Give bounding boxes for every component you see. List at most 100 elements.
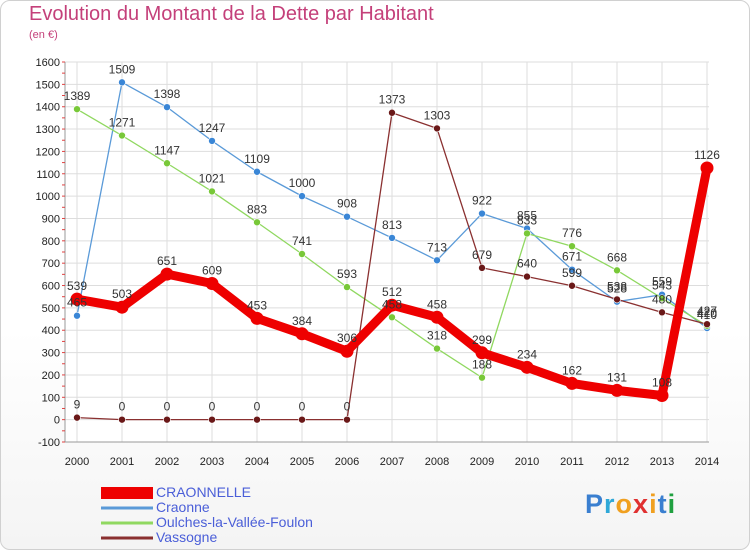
legend-swatch-vassogne bbox=[101, 536, 153, 540]
data-point-craonne bbox=[298, 192, 306, 200]
data-label-craonnelle: 651 bbox=[157, 254, 177, 268]
data-point-craonne bbox=[73, 311, 81, 320]
data-point-craonnelle bbox=[700, 161, 714, 175]
data-point-vassogne bbox=[118, 415, 126, 424]
data-label-craonnelle: 609 bbox=[202, 264, 222, 278]
data-point-vassogne bbox=[208, 415, 216, 424]
data-label-craonne: 1247 bbox=[199, 121, 226, 135]
data-point-craonnelle bbox=[385, 298, 399, 312]
data-point-craonne bbox=[253, 167, 261, 176]
y-tick-label: 400 bbox=[42, 325, 60, 337]
y-tick-label: 100 bbox=[42, 392, 60, 404]
y-tick-label: 1500 bbox=[36, 79, 60, 91]
data-point-craonnelle bbox=[655, 389, 669, 403]
x-tick-label: 2003 bbox=[200, 456, 224, 468]
data-point-craonnelle bbox=[430, 310, 444, 324]
legend-label-vassogne: Vassogne bbox=[156, 529, 218, 545]
data-label-craonnelle: 453 bbox=[247, 298, 267, 312]
y-tick-label: 1200 bbox=[36, 146, 60, 158]
data-point-oulches-la-vall-e-foulon bbox=[298, 250, 306, 258]
data-label-craonnelle: 131 bbox=[607, 370, 627, 384]
y-tick-label: 1400 bbox=[36, 102, 60, 114]
data-point-oulches-la-vall-e-foulon bbox=[343, 283, 351, 291]
y-tick-label: 1100 bbox=[36, 169, 60, 181]
data-point-oulches-la-vall-e-foulon bbox=[433, 344, 441, 353]
logo-letter: i bbox=[667, 489, 677, 519]
data-label-vassogne: 0 bbox=[209, 400, 216, 414]
chart-unit: (en €) bbox=[29, 29, 58, 41]
data-point-craonne bbox=[478, 209, 486, 218]
data-label-craonnelle: 108 bbox=[652, 376, 672, 390]
data-point-oulches-la-vall-e-foulon bbox=[388, 313, 396, 322]
data-point-vassogne bbox=[478, 264, 486, 272]
data-point-oulches-la-vall-e-foulon bbox=[523, 229, 531, 238]
data-label-craonne: 855 bbox=[517, 209, 537, 223]
data-label-vassogne: 640 bbox=[517, 257, 537, 271]
data-point-craonnelle bbox=[520, 360, 534, 374]
data-label-vassogne: 0 bbox=[164, 400, 171, 414]
legend-label-craonne: Craonne bbox=[156, 499, 210, 515]
x-tick-label: 2004 bbox=[245, 456, 269, 468]
data-label-craonne: 1000 bbox=[289, 176, 316, 190]
data-label-vassogne: 0 bbox=[254, 400, 261, 414]
data-point-oulches-la-vall-e-foulon bbox=[658, 294, 666, 303]
data-label-oulches-la-vall-e-foulon: 741 bbox=[292, 234, 312, 248]
data-label-vassogne: 0 bbox=[299, 400, 306, 414]
y-tick-label: 800 bbox=[42, 236, 60, 248]
data-label-craonne: 813 bbox=[382, 218, 402, 232]
data-label-oulches-la-vall-e-foulon: 420 bbox=[697, 306, 717, 320]
data-label-craonnelle: 384 bbox=[292, 314, 312, 328]
x-tick-label: 2011 bbox=[560, 456, 584, 468]
data-label-vassogne: 538 bbox=[607, 279, 627, 293]
data-label-vassogne: 427 bbox=[697, 304, 717, 318]
data-point-oulches-la-vall-e-foulon bbox=[118, 131, 126, 140]
data-label-craonnelle: 458 bbox=[427, 297, 447, 311]
data-point-craonnelle bbox=[295, 327, 309, 341]
y-tick-label: 1300 bbox=[36, 124, 60, 136]
data-point-vassogne bbox=[253, 415, 261, 424]
data-label-craonne: 671 bbox=[562, 250, 582, 264]
x-tick-label: 2002 bbox=[155, 456, 179, 468]
data-label-craonnelle: 503 bbox=[112, 287, 132, 301]
data-point-craonnelle bbox=[565, 376, 579, 390]
data-label-craonne: 908 bbox=[337, 197, 357, 211]
data-label-oulches-la-vall-e-foulon: 1271 bbox=[109, 116, 136, 130]
data-label-craonnelle: 234 bbox=[517, 347, 537, 361]
data-label-vassogne: 0 bbox=[344, 400, 351, 414]
data-label-vassogne: 1303 bbox=[424, 108, 451, 122]
data-label-oulches-la-vall-e-foulon: 188 bbox=[472, 358, 492, 372]
data-point-vassogne bbox=[433, 124, 441, 133]
data-point-vassogne bbox=[568, 281, 576, 290]
y-tick-label: 0 bbox=[54, 415, 60, 427]
logo-letter: r bbox=[604, 489, 616, 519]
data-point-craonnelle bbox=[160, 267, 174, 281]
logo-letter: i bbox=[649, 489, 658, 519]
data-label-craonne: 528 bbox=[607, 282, 627, 296]
data-point-craonnelle bbox=[115, 300, 129, 314]
data-label-craonnelle: 512 bbox=[382, 285, 402, 299]
logo-letter: P bbox=[585, 489, 605, 519]
data-point-vassogne bbox=[658, 308, 666, 317]
y-tick-label: -100 bbox=[38, 437, 60, 449]
data-point-craonnelle bbox=[475, 346, 489, 360]
data-label-craonnelle: 299 bbox=[472, 333, 492, 347]
data-label-vassogne: 1373 bbox=[379, 93, 406, 107]
y-tick-label: 600 bbox=[42, 281, 60, 293]
data-point-oulches-la-vall-e-foulon bbox=[568, 242, 576, 250]
data-point-vassogne bbox=[388, 108, 396, 117]
data-label-oulches-la-vall-e-foulon: 593 bbox=[337, 267, 357, 281]
data-point-oulches-la-vall-e-foulon bbox=[253, 218, 261, 227]
data-point-craonnelle bbox=[205, 277, 219, 291]
data-label-vassogne: 599 bbox=[562, 266, 582, 280]
data-label-oulches-la-vall-e-foulon: 318 bbox=[427, 329, 447, 343]
x-tick-label: 2013 bbox=[650, 456, 674, 468]
data-point-vassogne bbox=[523, 272, 531, 281]
data-label-oulches-la-vall-e-foulon: 833 bbox=[517, 213, 537, 227]
data-label-craonne: 713 bbox=[427, 240, 447, 254]
data-point-vassogne bbox=[73, 413, 81, 422]
data-label-vassogne: 480 bbox=[652, 292, 672, 306]
data-label-craonnelle: 1126 bbox=[694, 148, 720, 162]
data-label-oulches-la-vall-e-foulon: 668 bbox=[607, 250, 627, 264]
data-label-oulches-la-vall-e-foulon: 1147 bbox=[154, 143, 180, 157]
data-label-oulches-la-vall-e-foulon: 458 bbox=[382, 297, 402, 311]
